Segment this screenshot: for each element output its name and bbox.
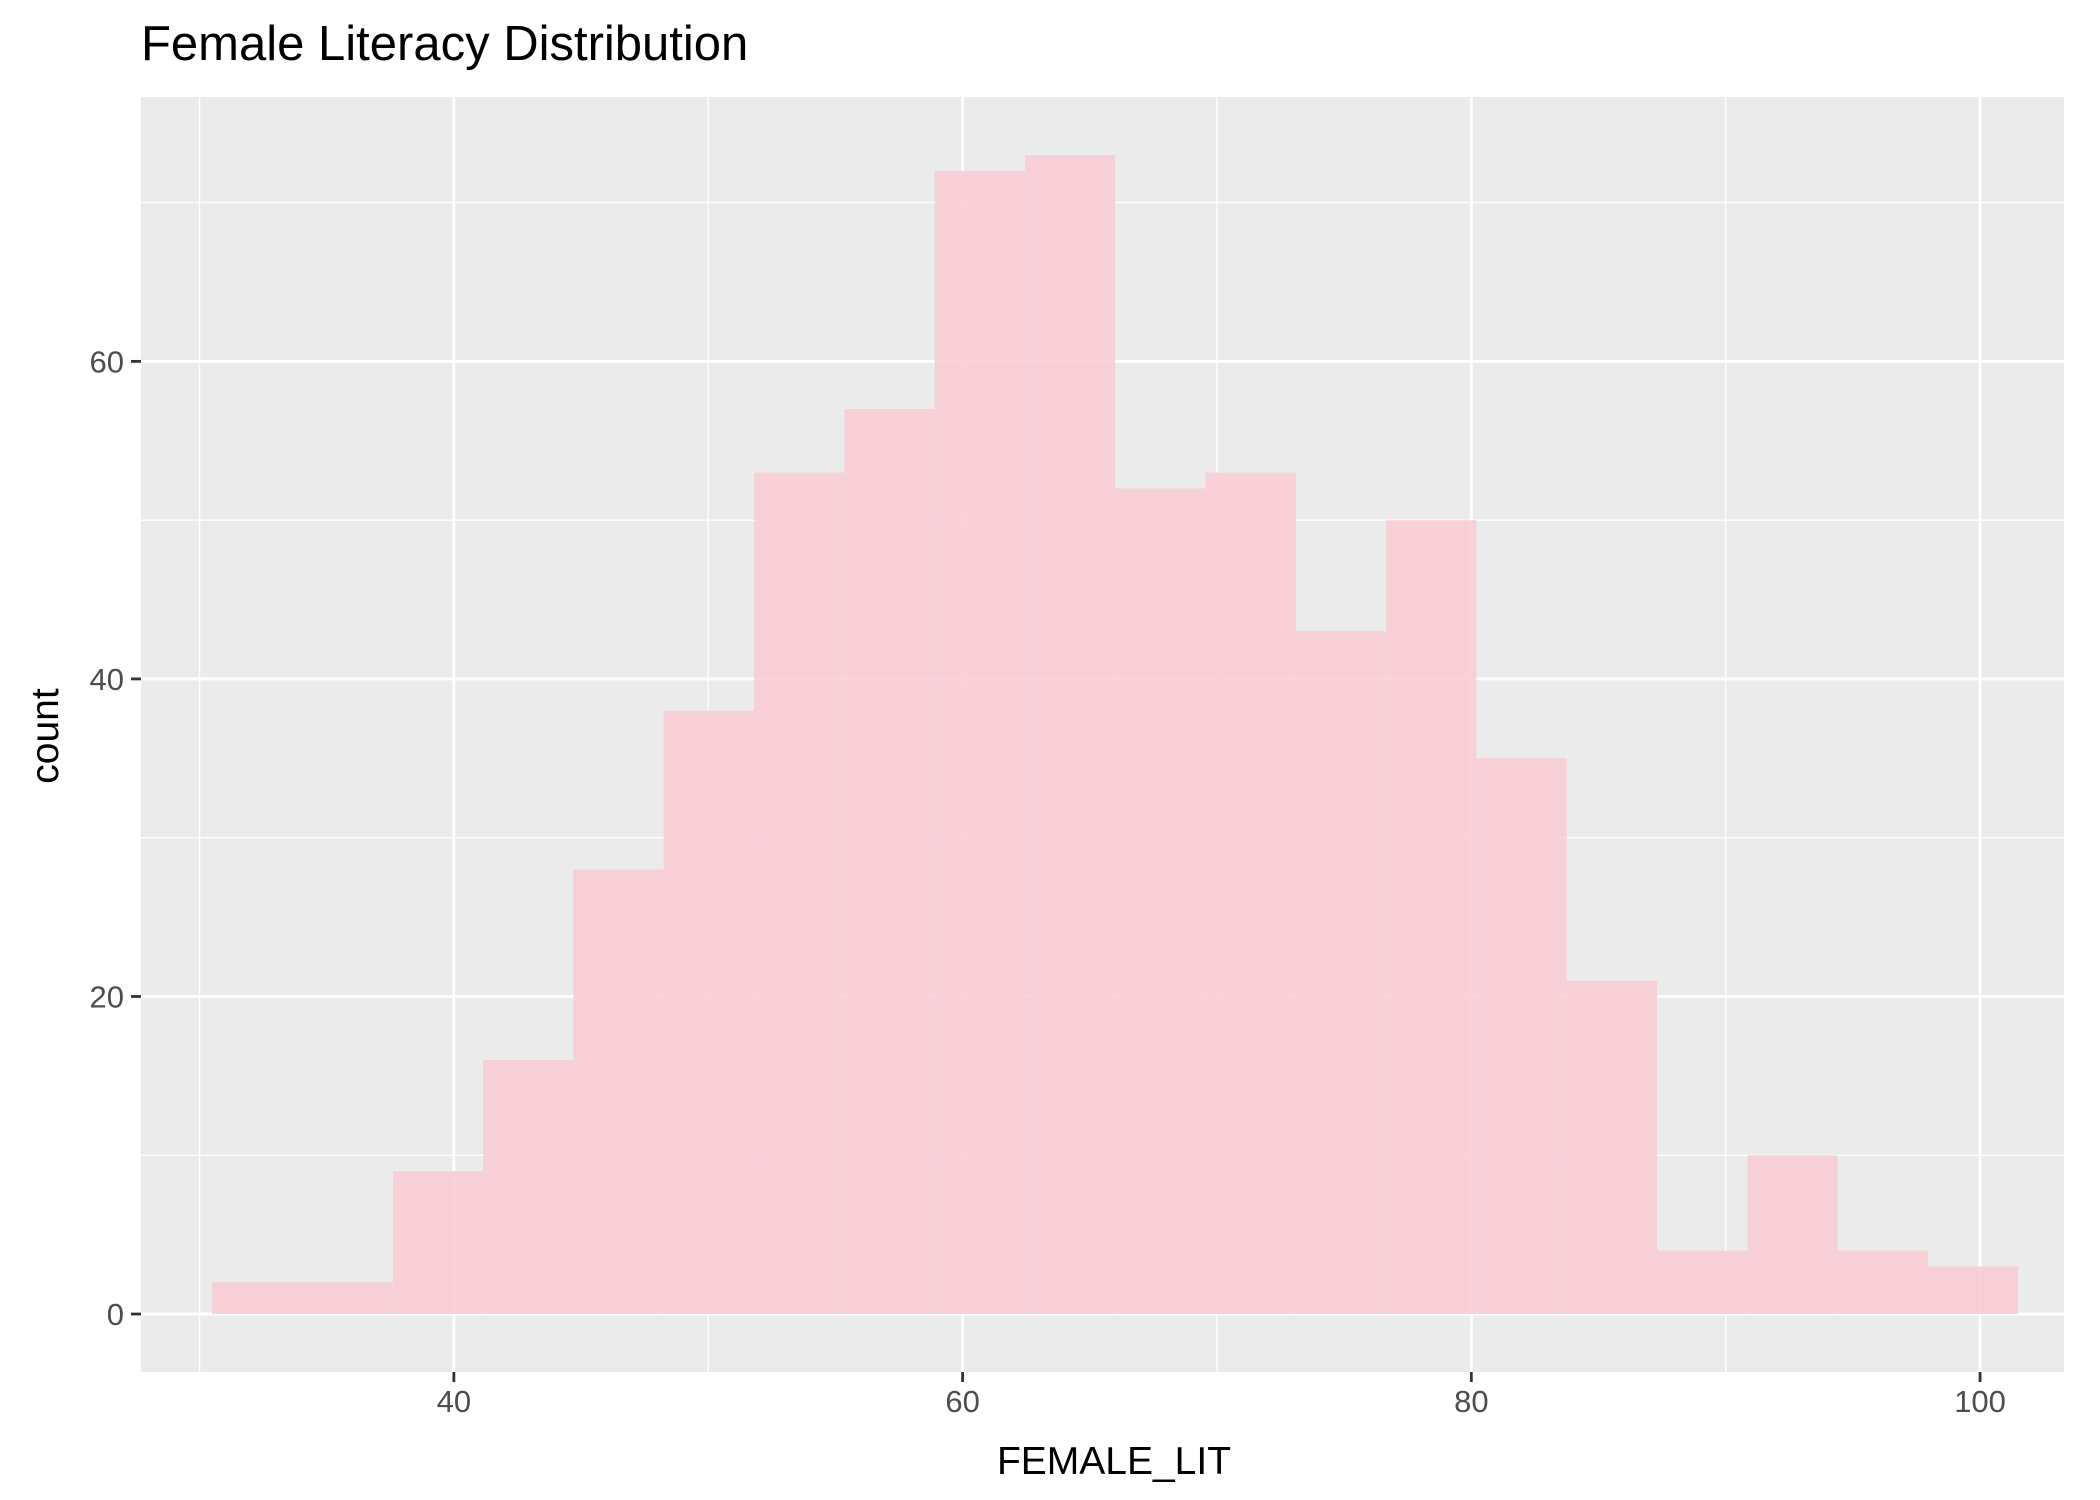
x-tick-label: 100 (1954, 1384, 2006, 1419)
histogram-bar (663, 710, 755, 1315)
histogram-bar (302, 1282, 393, 1315)
histogram-bar (1024, 154, 1116, 1315)
histogram-bar (1205, 472, 1296, 1315)
y-axis-title: count (24, 688, 67, 784)
histogram-bar (1295, 631, 1387, 1315)
histogram-bar (1115, 488, 1206, 1315)
x-tick-label: 60 (945, 1384, 979, 1419)
histogram-bars (212, 154, 2019, 1315)
x-axis: 40 60 80 100 (437, 1372, 2006, 1419)
y-tick-label: 0 (107, 1297, 124, 1332)
histogram-bar (1747, 1155, 1838, 1315)
histogram-bar (573, 869, 664, 1315)
histogram-bar (1386, 520, 1477, 1315)
chart-title: Female Literacy Distribution (141, 17, 748, 71)
histogram-bar (1476, 758, 1567, 1315)
y-axis: 0 20 40 60 (90, 344, 141, 1332)
histogram-bar (212, 1282, 303, 1315)
histogram-bar (1566, 980, 1658, 1315)
histogram-bar (392, 1171, 484, 1315)
histogram-bar (754, 472, 845, 1315)
histogram-bar (1927, 1266, 2019, 1315)
x-axis-title: FEMALE_LIT (997, 1440, 1231, 1483)
histogram-bar (483, 1059, 574, 1315)
x-tick-label: 40 (437, 1384, 471, 1419)
y-tick-label: 60 (90, 344, 124, 379)
y-tick-label: 40 (90, 662, 124, 697)
histogram-bar (1837, 1250, 1928, 1315)
histogram-bar (1657, 1250, 1748, 1315)
y-tick-label: 20 (90, 979, 124, 1014)
histogram-bar (934, 170, 1025, 1315)
histogram-bar (844, 409, 935, 1315)
x-tick-label: 80 (1454, 1384, 1488, 1419)
